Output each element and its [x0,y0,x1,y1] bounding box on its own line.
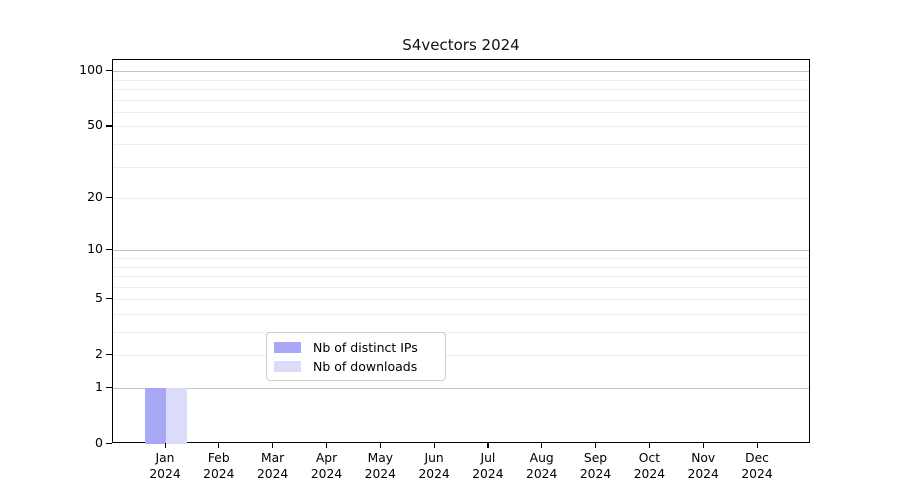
x-tick-month: Apr [315,451,338,465]
x-tick-label-nov: Nov 2024 [661,451,745,482]
x-tick-year: 2024 [364,466,396,481]
chart-title: S4vectors 2024 [402,36,520,54]
x-tick-year: 2024 [418,466,450,481]
minor-gridline [113,111,809,113]
x-tick [756,443,758,448]
x-tick [648,443,651,448]
x-tick-year: 2024 [633,466,666,481]
minor-gridline [113,144,809,145]
x-tick-year: 2024 [526,466,558,481]
x-tick [595,443,597,448]
x-tick-label-jun: Jun 2024 [392,451,476,482]
y-tick-label: 0 [95,435,103,450]
bar-distinct-ips-jan [145,388,166,444]
x-tick-month: Sep [583,451,608,465]
x-tick-label-jan: Jan 2024 [123,451,207,482]
x-tick-year: 2024 [203,466,235,481]
minor-gridline [113,355,809,357]
y-tick [106,249,112,251]
minor-gridline [113,299,809,301]
x-tick-month: Mar [260,451,285,465]
major-gridline [113,71,809,73]
y-tick [106,70,112,72]
x-tick [702,443,704,448]
minor-gridline [113,99,809,101]
x-tick-label-aug: Aug 2024 [500,451,584,482]
x-tick [218,443,220,448]
legend-item-downloads: Nb of downloads [274,358,437,374]
y-tick [106,387,112,389]
y-tick-label: 1 [95,379,103,394]
x-tick-label-may: May 2024 [338,451,422,482]
x-tick-label-oct: Oct 2024 [607,451,691,482]
x-tick-month: Jul [480,451,496,465]
minor-gridline [113,258,809,259]
x-tick-year: 2024 [472,466,504,481]
x-tick-month: Aug [529,451,554,465]
legend-swatch-downloads [274,360,301,372]
x-tick [541,443,543,448]
minor-gridline [113,166,809,168]
y-tick [106,354,112,356]
x-tick-year: 2024 [310,466,343,481]
bar-downloads-jan [166,388,187,444]
legend: Nb of distinct IPs Nb of downloads [266,332,446,381]
y-tick [106,443,112,445]
x-tick [272,443,274,448]
plot-area [112,59,810,444]
x-tick-label-mar: Mar 2024 [231,451,315,482]
x-tick [379,443,381,448]
y-tick [106,197,112,199]
minor-gridline [113,266,809,268]
x-tick [164,443,166,448]
x-tick-month: Dec [745,451,769,465]
y-tick-label: 50 [87,117,103,133]
y-tick-label: 20 [87,189,103,205]
minor-gridline [113,126,809,128]
y-tick-label: 5 [95,290,103,306]
x-tick-year: 2024 [741,466,773,481]
y-tick-label: 2 [95,346,103,362]
x-tick [487,443,489,448]
minor-gridline [113,332,809,333]
minor-gridline [113,79,809,81]
x-tick-year: 2024 [149,466,181,481]
legend-label-distinct-ips: Nb of distinct IPs [313,339,418,355]
y-tick-label: 100 [79,62,103,78]
legend-label-downloads: Nb of downloads [313,358,418,374]
x-tick-month: Feb [207,451,230,465]
y-tick-label: 10 [87,241,103,257]
x-tick-label-sep: Sep 2024 [554,451,638,482]
x-tick-label-apr: Apr 2024 [285,451,369,482]
x-tick-month: Jan [155,451,175,465]
x-tick-month: Nov [691,451,716,465]
y-tick [106,125,112,127]
x-tick-month: Jun [424,451,444,465]
minor-gridline [113,314,809,315]
legend-item-distinct-ips: Nb of distinct IPs [274,339,437,355]
major-gridline [113,250,809,252]
x-tick [326,443,328,448]
minor-gridline [113,286,809,288]
x-tick-label-feb: Feb 2024 [177,451,261,482]
legend-swatch-distinct-ips [274,341,301,353]
major-gridline [113,388,809,389]
x-tick-year: 2024 [687,466,719,481]
minor-gridline [113,89,809,90]
x-tick [433,443,435,448]
minor-gridline [113,198,809,200]
x-tick-label-dec: Dec 2024 [715,451,799,482]
x-tick-month: Oct [638,451,661,465]
y-tick [106,298,112,300]
minor-gridline [113,276,809,277]
x-tick-year: 2024 [579,466,612,481]
x-tick-year: 2024 [256,466,289,481]
x-tick-month: May [367,451,394,465]
x-tick-label-jul: Jul 2024 [446,451,530,482]
